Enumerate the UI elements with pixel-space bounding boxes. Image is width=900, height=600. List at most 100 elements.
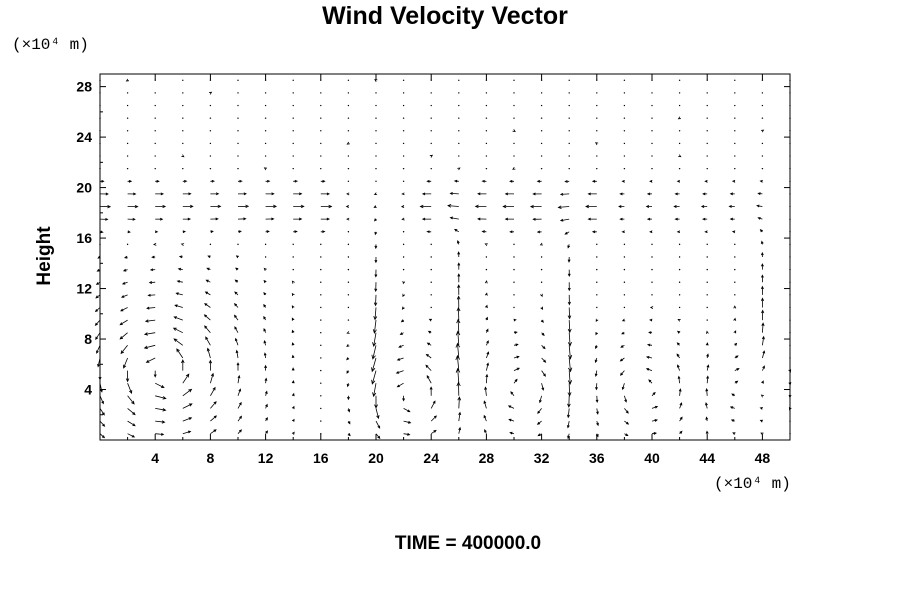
- vector-arrow: [402, 130, 405, 132]
- vector-arrow: [209, 104, 212, 107]
- vector-arrow: [320, 420, 322, 422]
- vector-arrow: [210, 372, 214, 384]
- vector-arrow: [204, 303, 211, 308]
- vector-arrow: [402, 395, 406, 402]
- vector-arrow: [567, 307, 572, 320]
- vector-arrow: [263, 327, 267, 333]
- vector-arrow: [789, 117, 791, 119]
- vector-arrow: [789, 231, 791, 233]
- vector-arrow: [651, 431, 658, 435]
- vector-arrow: [182, 373, 190, 384]
- vector-arrow: [263, 352, 267, 359]
- vector-arrow: [457, 167, 461, 171]
- vector-arrow: [676, 179, 681, 183]
- vector-arrow: [99, 243, 101, 246]
- vector-arrow: [374, 218, 378, 222]
- vector-arrow: [430, 117, 432, 119]
- vector-arrow: [346, 217, 350, 221]
- vector-arrow: [263, 291, 267, 296]
- vector-arrow: [760, 297, 765, 308]
- vector-arrow: [96, 268, 101, 272]
- vector-arrow: [477, 192, 487, 196]
- vector-arrow: [210, 204, 222, 209]
- vector-arrow: [788, 407, 792, 411]
- vector-arrow: [127, 408, 136, 416]
- vector-arrow: [292, 256, 294, 258]
- vector-arrow: [99, 204, 112, 209]
- vector-arrow: [119, 332, 128, 340]
- vector-arrow: [704, 230, 708, 234]
- vector-arrow: [182, 79, 184, 82]
- vector-arrow: [539, 242, 544, 246]
- vector-arrow: [730, 419, 735, 422]
- vector-arrow: [264, 377, 268, 384]
- vector-arrow: [457, 251, 461, 258]
- vector-arrow: [458, 117, 460, 119]
- vector-arrow: [759, 407, 763, 410]
- vector-arrow: [346, 383, 350, 388]
- vector-arrow: [346, 370, 350, 374]
- vector-arrow: [706, 104, 708, 107]
- vector-arrow: [291, 317, 295, 321]
- vector-arrow: [705, 402, 708, 409]
- vector-arrow: [540, 142, 543, 145]
- vector-arrow: [456, 318, 461, 333]
- vector-arrow: [347, 104, 350, 107]
- chart-title: Wind Velocity Vector: [322, 2, 568, 30]
- vector-arrow: [789, 243, 791, 246]
- vector-arrow: [455, 354, 461, 371]
- vector-arrow: [237, 230, 242, 234]
- vector-arrow: [486, 351, 490, 359]
- vector-arrow: [233, 302, 239, 308]
- vector-arrow: [624, 420, 630, 425]
- vector-arrow: [430, 256, 432, 258]
- vector-arrow: [264, 92, 267, 94]
- vector-arrow: [264, 390, 268, 396]
- vector-arrow: [646, 192, 652, 196]
- vector-arrow: [182, 167, 184, 170]
- vector-arrow: [155, 230, 159, 234]
- vector-arrow: [148, 281, 156, 284]
- vector-arrow: [789, 420, 791, 422]
- vector-arrow: [265, 179, 271, 183]
- vector-arrow: [596, 92, 598, 94]
- vector-arrow: [541, 345, 546, 350]
- vector-arrow: [485, 268, 488, 271]
- vector-arrow: [374, 244, 378, 250]
- vector-arrow: [127, 230, 131, 234]
- vector-arrow: [235, 255, 239, 259]
- vector-arrow: [513, 331, 518, 335]
- vector-arrow: [237, 117, 239, 119]
- vector-arrow: [402, 92, 405, 94]
- vector-arrow: [706, 294, 708, 296]
- vector-arrow: [181, 154, 185, 158]
- vector-arrow: [182, 117, 184, 119]
- vector-arrow: [648, 379, 653, 384]
- vector-arrow: [513, 378, 518, 384]
- vector-arrow: [396, 357, 404, 361]
- x-tick-label: 28: [479, 450, 495, 466]
- vector-arrow: [430, 104, 432, 107]
- vector-arrow: [760, 274, 764, 283]
- vector-arrow: [649, 230, 653, 234]
- vector-arrow: [733, 317, 737, 322]
- vector-arrow: [557, 205, 570, 209]
- vector-arrow: [210, 217, 219, 221]
- vector-arrow: [485, 256, 488, 258]
- vector-arrow: [292, 155, 294, 157]
- vector-arrow: [704, 179, 708, 183]
- y-axis-label: Height: [34, 226, 55, 286]
- vector-arrow: [619, 357, 625, 362]
- vector-arrow: [97, 357, 101, 368]
- vector-arrow: [264, 142, 267, 145]
- vector-arrow: [624, 408, 629, 414]
- vector-arrow: [540, 306, 544, 310]
- vector-arrow: [676, 342, 680, 346]
- vector-arrow: [95, 332, 101, 340]
- vector-arrow: [513, 281, 515, 283]
- vector-arrow: [237, 374, 241, 384]
- vector-arrow: [734, 281, 736, 283]
- vector-arrow: [513, 318, 517, 322]
- vector-arrow: [679, 430, 683, 434]
- vector-arrow: [173, 316, 183, 321]
